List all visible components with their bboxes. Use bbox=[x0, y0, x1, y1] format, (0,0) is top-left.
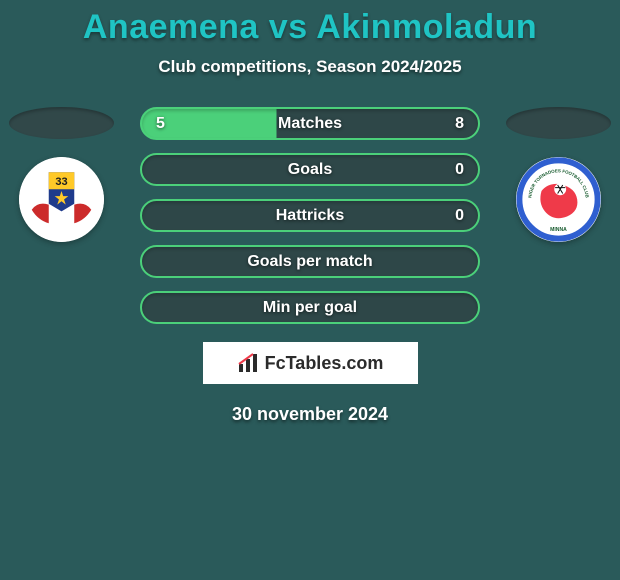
team-badge-left: 33 bbox=[19, 157, 104, 242]
right-player-col: NIGER TORNADOES FOOTBALL CLUB MINNA bbox=[501, 107, 616, 242]
player-oval-right bbox=[506, 107, 611, 139]
left-player-col: 33 bbox=[4, 107, 119, 242]
stat-row-goals: Goals 0 bbox=[140, 153, 480, 186]
stat-label: Min per goal bbox=[263, 299, 357, 317]
stat-value-right: 8 bbox=[455, 115, 464, 133]
stat-label: Goals per match bbox=[247, 253, 372, 271]
player-oval-left bbox=[9, 107, 114, 139]
page-title: Anaemena vs Akinmoladun bbox=[0, 8, 620, 47]
team-badge-right: NIGER TORNADOES FOOTBALL CLUB MINNA bbox=[516, 157, 601, 242]
comparison-row: 33 5 Matches 8 Goals 0 Hattricks 0 bbox=[0, 107, 620, 324]
stat-row-goals-per-match: Goals per match bbox=[140, 245, 480, 278]
svg-text:MINNA: MINNA bbox=[550, 227, 567, 233]
stat-row-hattricks: Hattricks 0 bbox=[140, 199, 480, 232]
stat-row-min-per-goal: Min per goal bbox=[140, 291, 480, 324]
svg-text:33: 33 bbox=[55, 176, 67, 188]
niger-tornadoes-crest-icon: NIGER TORNADOES FOOTBALL CLUB MINNA bbox=[516, 157, 601, 242]
stat-value-right: 0 bbox=[455, 207, 464, 225]
stat-label: Hattricks bbox=[276, 207, 344, 225]
bar-chart-icon bbox=[237, 352, 261, 374]
remo-stars-crest-icon: 33 bbox=[19, 157, 104, 242]
logo-text: FcTables.com bbox=[265, 353, 384, 374]
fctables-logo[interactable]: FcTables.com bbox=[203, 342, 418, 384]
stat-label: Goals bbox=[288, 161, 332, 179]
stat-value-left: 5 bbox=[156, 115, 165, 133]
stat-value-right: 0 bbox=[455, 161, 464, 179]
page-subtitle: Club competitions, Season 2024/2025 bbox=[0, 57, 620, 77]
stat-label: Matches bbox=[278, 115, 342, 133]
stat-row-matches: 5 Matches 8 bbox=[140, 107, 480, 140]
date-label: 30 november 2024 bbox=[0, 404, 620, 425]
stats-column: 5 Matches 8 Goals 0 Hattricks 0 Goals pe… bbox=[140, 107, 480, 324]
